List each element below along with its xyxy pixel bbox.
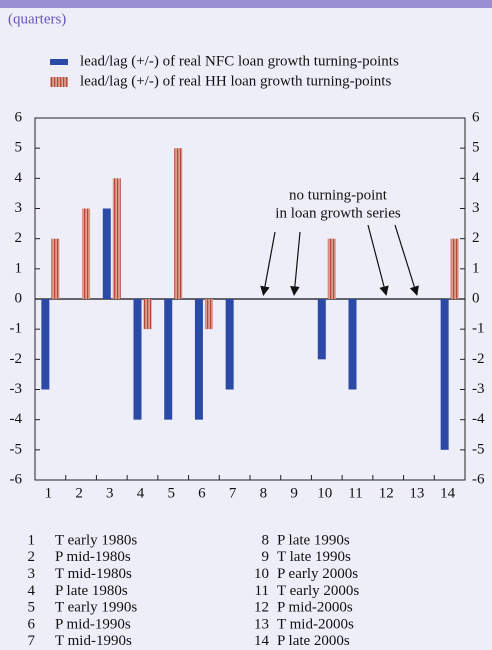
- annotation: no turning-point: [289, 187, 388, 203]
- bar: [440, 299, 449, 450]
- y2-tick-label: 5: [472, 140, 480, 156]
- x-tick-label: 9: [290, 485, 298, 501]
- bar: [102, 208, 111, 299]
- legend-label: lead/lag (+/-) of real HH loan growth tu…: [80, 73, 391, 89]
- key-number: 10: [254, 566, 269, 582]
- y2-tick-label: 2: [472, 230, 480, 246]
- bar: [348, 299, 357, 390]
- y2-tick-label: 6: [472, 109, 480, 125]
- y2-tick-label: 1: [472, 260, 480, 276]
- x-tick-label: 6: [198, 485, 206, 501]
- key-label: T mid-2000s: [277, 616, 354, 632]
- key-label: T early 1990s: [55, 600, 137, 616]
- x-tick-label: 4: [137, 485, 145, 501]
- bar: [164, 299, 173, 420]
- y-tick-label: -3: [10, 381, 23, 397]
- key-number: 13: [254, 616, 269, 632]
- annotation: in loan growth series: [275, 205, 401, 221]
- x-tick-label: 11: [348, 485, 362, 501]
- key-number: 4: [28, 583, 36, 599]
- key-number: 2: [28, 549, 36, 565]
- bar: [317, 299, 326, 360]
- key-number: 14: [254, 633, 270, 649]
- y-tick-label: 3: [15, 200, 23, 216]
- key-number: 6: [28, 616, 36, 632]
- key-number: 1: [28, 532, 36, 548]
- legend-swatch: [50, 59, 68, 65]
- key-label: P late 1990s: [277, 532, 350, 548]
- y-tick-label: -2: [10, 351, 23, 367]
- bar: [204, 299, 213, 330]
- key-label: P late 1980s: [55, 583, 128, 599]
- key-label: T late 1990s: [277, 549, 351, 565]
- y-tick-label: 0: [15, 290, 23, 306]
- annotation-arrow: [260, 231, 276, 296]
- y-tick-label: 6: [15, 109, 23, 125]
- x-tick-label: 10: [317, 485, 332, 501]
- key-number: 12: [254, 600, 269, 616]
- bar: [450, 238, 459, 299]
- key-label: T early 2000s: [277, 583, 359, 599]
- key-label: P mid-1990s: [55, 616, 131, 632]
- y2-tick-label: -6: [472, 471, 485, 487]
- key-label: P mid-1980s: [55, 549, 131, 565]
- key-number: 8: [262, 532, 270, 548]
- legend-label: lead/lag (+/-) of real NFC loan growth t…: [80, 53, 399, 69]
- y2-tick-label: 0: [472, 290, 480, 306]
- annotation-arrow: [367, 224, 389, 296]
- y2-tick-label: 4: [472, 170, 480, 186]
- legend-swatch: [50, 77, 68, 87]
- bar: [82, 208, 91, 299]
- key-label: P late 2000s: [277, 633, 350, 649]
- y2-tick-label: -4: [472, 411, 485, 427]
- y2-tick-label: 3: [472, 200, 480, 216]
- key-number: 9: [262, 549, 270, 565]
- x-tick-label: 13: [409, 485, 424, 501]
- y2-tick-label: -5: [472, 441, 485, 457]
- y-tick-label: 2: [15, 230, 23, 246]
- y-tick-label: 1: [15, 260, 23, 276]
- x-tick-label: 2: [75, 485, 83, 501]
- key-label: P early 2000s: [277, 566, 358, 582]
- bar: [51, 238, 60, 299]
- y-tick-label: 5: [15, 140, 23, 156]
- x-tick-label: 3: [106, 485, 114, 501]
- annotation-arrow: [290, 231, 301, 296]
- key-number: 3: [28, 566, 36, 582]
- top-strip: [0, 0, 492, 8]
- x-tick-label: 14: [440, 485, 456, 501]
- key-number: 11: [255, 583, 269, 599]
- key-label: T early 1980s: [55, 532, 137, 548]
- bar: [327, 238, 336, 299]
- y2-tick-label: -1: [472, 321, 485, 337]
- key-label: T mid-1990s: [55, 633, 132, 649]
- bar: [112, 178, 121, 299]
- y-tick-label: -4: [10, 411, 23, 427]
- x-tick-label: 8: [260, 485, 268, 501]
- x-tick-label: 1: [45, 485, 53, 501]
- key-label: P mid-2000s: [277, 600, 353, 616]
- annotation-arrow: [394, 224, 419, 296]
- y-tick-label: 4: [15, 170, 23, 186]
- y2-tick-label: -3: [472, 381, 485, 397]
- key-label: T mid-1980s: [55, 566, 132, 582]
- y-tick-label: -6: [10, 471, 23, 487]
- key-number: 7: [28, 633, 36, 649]
- x-tick-label: 5: [167, 485, 175, 501]
- bar: [133, 299, 142, 420]
- bar: [194, 299, 203, 420]
- x-tick-label: 12: [379, 485, 394, 501]
- subtitle: (quarters): [8, 11, 66, 27]
- bar: [225, 299, 234, 390]
- key-number: 5: [28, 600, 36, 616]
- bar: [174, 148, 183, 299]
- bar: [143, 299, 152, 330]
- y2-tick-label: -2: [472, 351, 485, 367]
- bar: [41, 299, 50, 390]
- x-tick-label: 7: [229, 485, 237, 501]
- y-tick-label: -5: [10, 441, 23, 457]
- y-tick-label: -1: [10, 321, 23, 337]
